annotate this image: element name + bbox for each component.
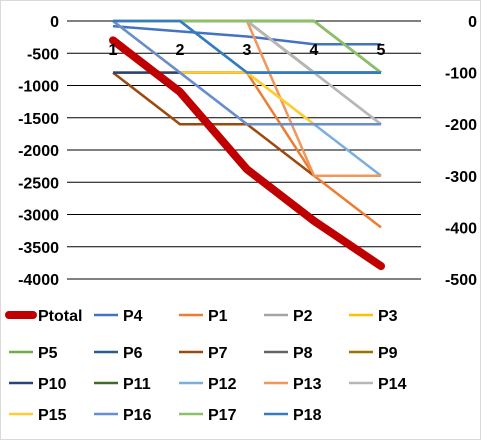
series-line-ptotal bbox=[109, 36, 385, 271]
x-tick-label: 4 bbox=[310, 42, 319, 59]
series-line-p18 bbox=[113, 19, 381, 74]
y2-tick-label: -400 bbox=[445, 220, 477, 237]
legend-label: P10 bbox=[38, 376, 67, 393]
y-tick-label: -1000 bbox=[18, 79, 59, 96]
legend-label: P8 bbox=[293, 345, 313, 362]
y-axis-right: 0 -100 -200 -300 -400 -500 bbox=[445, 14, 477, 289]
y2-tick-label: 0 bbox=[468, 14, 477, 31]
gridlines bbox=[67, 20, 421, 280]
y2-tick-label: -200 bbox=[445, 117, 477, 134]
legend-label: P13 bbox=[293, 376, 322, 393]
y-tick-label: -1500 bbox=[18, 111, 59, 128]
legend-label: P3 bbox=[378, 308, 398, 325]
series-lines bbox=[109, 19, 385, 271]
legend-label: P4 bbox=[123, 308, 143, 325]
legend-label: Ptotal bbox=[38, 308, 82, 325]
x-tick-label: 2 bbox=[176, 42, 185, 59]
y-tick-label: 0 bbox=[50, 14, 59, 31]
legend-label: P16 bbox=[123, 407, 152, 424]
legend: Ptotal P4 P1 P2 P3 P5 P6 P7 P8 P9 P10 P11 P12 P13 P14 P… bbox=[5, 308, 407, 424]
x-axis: 1 2 3 4 5 bbox=[109, 42, 386, 59]
series-line-p3 bbox=[113, 71, 381, 126]
y2-tick-label: -100 bbox=[445, 66, 477, 83]
y-tick-label: -500 bbox=[27, 46, 59, 63]
legend-label: P11 bbox=[123, 376, 151, 393]
x-tick-label: 3 bbox=[243, 42, 252, 59]
legend-label: P7 bbox=[208, 345, 228, 362]
legend-label: P12 bbox=[208, 376, 237, 393]
y-tick-label: -4000 bbox=[18, 272, 59, 289]
legend-label: P17 bbox=[208, 407, 237, 424]
series-line-p16 bbox=[112, 20, 381, 126]
y2-tick-label: -300 bbox=[445, 169, 477, 186]
y-tick-label: -3500 bbox=[18, 240, 59, 257]
legend-label: P9 bbox=[378, 345, 398, 362]
series-line-p4 bbox=[112, 24, 381, 46]
legend-label: P1 bbox=[208, 308, 228, 325]
legend-label: P18 bbox=[293, 407, 322, 424]
legend-label: P14 bbox=[378, 376, 407, 393]
legend-label: P15 bbox=[38, 407, 67, 424]
y-tick-label: -2000 bbox=[18, 143, 59, 160]
x-tick-label: 5 bbox=[377, 42, 386, 59]
legend-label: P2 bbox=[293, 308, 313, 325]
legend-label: P5 bbox=[38, 345, 58, 362]
y-axis-left: 0 -500 -1000 -1500 -2000 -2500 -3000 -3500 -4000 bbox=[18, 14, 59, 289]
legend-label: P6 bbox=[123, 345, 143, 362]
y-tick-label: -2500 bbox=[18, 175, 59, 192]
x-tick-label: 1 bbox=[109, 42, 118, 59]
y-tick-label: -3000 bbox=[18, 208, 59, 225]
y2-tick-label: -500 bbox=[445, 272, 477, 289]
